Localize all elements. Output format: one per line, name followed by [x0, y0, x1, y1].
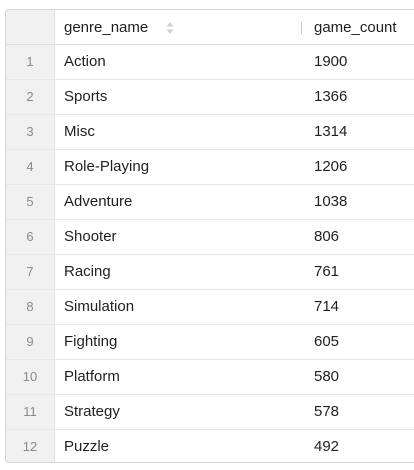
table-row[interactable]: 9 Fighting 605 — [6, 325, 414, 360]
cell-game-count[interactable]: 1366 — [314, 88, 348, 105]
row-number: 6 — [26, 229, 34, 244]
cell-game-count[interactable]: 1038 — [314, 193, 348, 210]
cell-genre-name[interactable]: Fighting — [64, 333, 118, 350]
row-number: 7 — [26, 264, 34, 279]
cell-game-count[interactable]: 605 — [314, 333, 340, 350]
cell-game-count[interactable]: 806 — [314, 228, 340, 245]
cell-genre-name[interactable]: Shooter — [64, 228, 117, 245]
cell-genre-name[interactable]: Strategy — [64, 403, 120, 420]
cell-genre-name[interactable]: Puzzle — [64, 438, 110, 455]
table-row[interactable]: 12 Puzzle 492 — [6, 430, 414, 462]
row-number: 11 — [23, 404, 37, 419]
cell-game-count[interactable]: 580 — [314, 368, 340, 385]
column-header-game-count[interactable]: game_count — [314, 19, 397, 36]
table-row[interactable]: 4 Role-Playing 1206 — [6, 150, 414, 185]
row-number-gutter — [6, 10, 55, 462]
row-number: 1 — [26, 54, 34, 69]
row-number: 5 — [26, 194, 34, 209]
table-row[interactable]: 10 Platform 580 — [6, 360, 414, 395]
row-number: 9 — [26, 334, 34, 349]
table-row[interactable]: 3 Misc 1314 — [6, 115, 414, 150]
table-row[interactable]: 11 Strategy 578 — [6, 395, 414, 430]
row-number: 8 — [26, 299, 34, 314]
cell-game-count[interactable]: 1206 — [314, 158, 348, 175]
row-number: 10 — [22, 369, 38, 384]
row-number: 2 — [26, 89, 34, 104]
cell-game-count[interactable]: 492 — [314, 438, 340, 455]
table-header: genre_name game_count — [6, 10, 414, 45]
cell-game-count[interactable]: 761 — [314, 263, 340, 280]
cell-game-count[interactable]: 1900 — [314, 53, 348, 70]
cell-game-count[interactable]: 1314 — [314, 123, 348, 140]
row-number: 3 — [26, 124, 34, 139]
cell-game-count[interactable]: 578 — [314, 403, 340, 420]
table-row[interactable]: 7 Racing 761 — [6, 255, 414, 290]
row-number: 4 — [26, 159, 34, 174]
results-table: genre_name game_count 1 Action 1900 2 Sports… — [5, 9, 414, 463]
table-row[interactable]: 8 Simulation 714 — [6, 290, 414, 325]
row-number: 12 — [22, 439, 38, 454]
cell-genre-name[interactable]: Role-Playing — [64, 158, 150, 175]
cell-genre-name[interactable]: Simulation — [64, 298, 135, 315]
cell-game-count[interactable]: 714 — [314, 298, 340, 315]
cell-genre-name[interactable]: Action — [64, 53, 106, 70]
cell-genre-name[interactable]: Adventure — [64, 193, 133, 210]
cell-genre-name[interactable]: Sports — [64, 88, 108, 105]
table-row[interactable]: 1 Action 1900 — [6, 45, 414, 80]
table-row[interactable]: 5 Adventure 1038 — [6, 185, 414, 220]
column-header-genre-name[interactable]: genre_name — [64, 19, 149, 36]
table-row[interactable]: 2 Sports 1366 — [6, 80, 414, 115]
table-row[interactable]: 6 Shooter 806 — [6, 220, 414, 255]
cell-genre-name[interactable]: Platform — [64, 368, 120, 385]
cell-genre-name[interactable]: Racing — [64, 263, 111, 280]
sort-updown-icon[interactable] — [165, 20, 175, 36]
cell-genre-name[interactable]: Misc — [64, 123, 95, 140]
column-resize-handle[interactable] — [301, 22, 302, 34]
